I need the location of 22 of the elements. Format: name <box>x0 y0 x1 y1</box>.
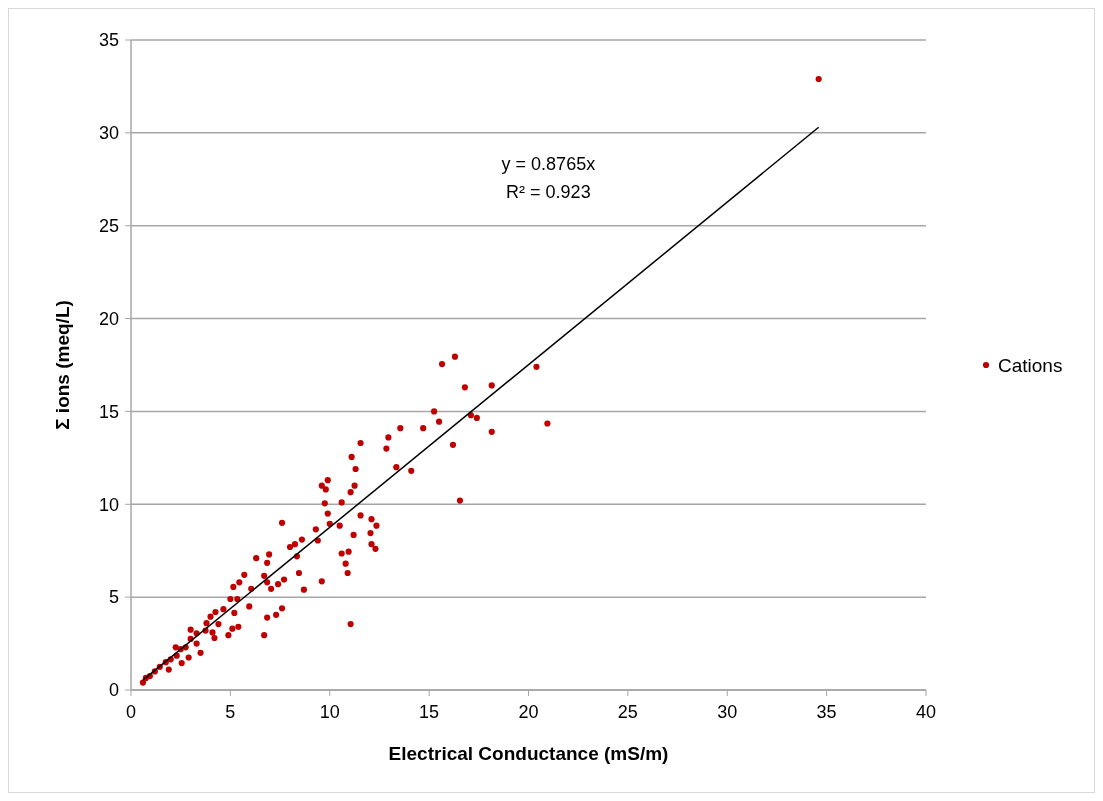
y-axis-title: Σ ions (meq/L) <box>52 300 73 430</box>
x-axis-title: Electrical Conductance (mS/m) <box>388 743 669 764</box>
y-tick-label: 0 <box>108 680 119 701</box>
y-tick-label: 20 <box>98 308 119 329</box>
annotation: R² = 0.923 <box>506 182 591 202</box>
y-tick-label: 25 <box>98 216 119 237</box>
y-tick-label: 10 <box>98 494 119 515</box>
y-tick-label: 15 <box>98 401 119 422</box>
y-tick-label: 35 <box>98 30 119 51</box>
x-tick-label: 25 <box>617 702 638 722</box>
x-tick-label: 20 <box>518 702 539 722</box>
x-tick-label: 35 <box>816 702 837 722</box>
annotation: y = 0.8765x <box>501 154 596 174</box>
y-tick-label: 5 <box>108 587 119 608</box>
x-tick-label: 40 <box>915 702 937 722</box>
x-tick-label: 0 <box>125 702 137 722</box>
x-tick-label: 10 <box>319 702 340 722</box>
y-tick-label: 30 <box>98 123 119 144</box>
x-tick-label: 30 <box>717 702 738 722</box>
legend-label: Cations <box>998 354 1063 376</box>
x-tick-label: 15 <box>419 702 440 722</box>
x-tick-label: 5 <box>225 702 236 722</box>
